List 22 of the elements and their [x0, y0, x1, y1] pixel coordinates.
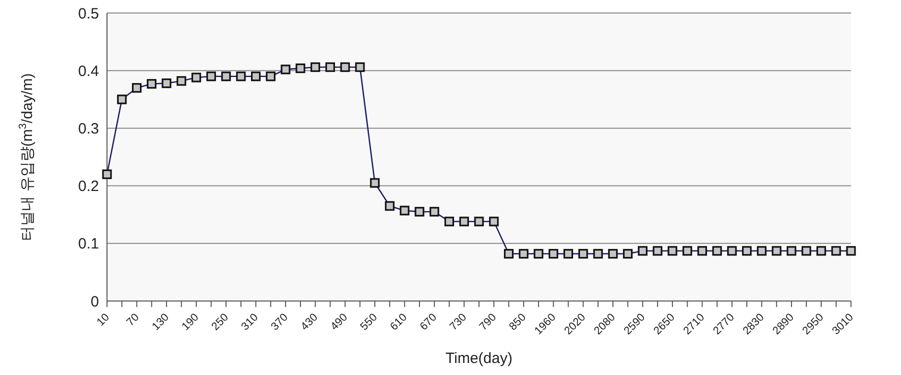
x-tick-label: 190 [180, 311, 202, 333]
x-tick-label: 310 [239, 311, 261, 333]
x-tick-label: 790 [477, 311, 499, 333]
y-tick-label: 0.2 [78, 178, 99, 196]
y-tick-label: 0 [90, 293, 99, 310]
y-tick-label: 0.5 [78, 5, 99, 22]
x-tick-label: 430 [298, 311, 320, 333]
x-tick-label: 850 [507, 311, 529, 333]
y-tick-label: 0.3 [78, 120, 99, 138]
x-tick-label: 670 [418, 311, 440, 333]
y-tick-label: 0.4 [78, 62, 99, 80]
x-tick-label: 550 [358, 311, 380, 333]
x-tick-label: 730 [448, 311, 470, 333]
x-tick-label: 130 [150, 311, 172, 333]
x-tick-label: 490 [328, 311, 350, 333]
x-tick-label: 10 [94, 311, 112, 329]
x-tick-label: 250 [210, 311, 231, 333]
x-tick-label: 610 [388, 311, 410, 333]
x-tick-label: 370 [269, 311, 291, 333]
x-axis-title: Time(day) [446, 350, 512, 367]
y-tick-label: 0.1 [78, 236, 99, 253]
x-tick-label: 70 [124, 311, 142, 329]
